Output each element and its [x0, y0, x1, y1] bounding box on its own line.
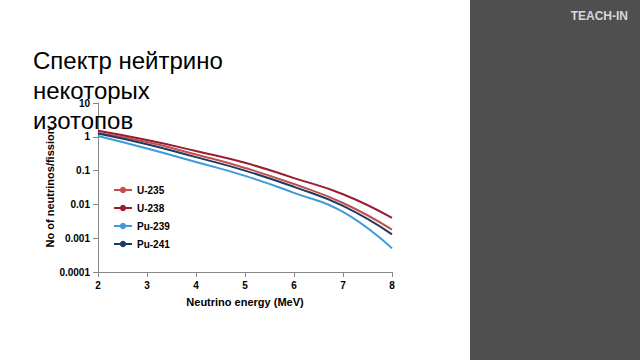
svg-text:Pu-241: Pu-241 — [137, 239, 170, 250]
svg-text:0.1: 0.1 — [76, 165, 90, 176]
svg-text:8: 8 — [389, 280, 395, 291]
svg-text:Pu-239: Pu-239 — [137, 221, 170, 232]
svg-text:No of neutrinos/fission: No of neutrinos/fission — [44, 127, 56, 247]
svg-text:1: 1 — [84, 131, 90, 143]
svg-text:некоторых: некоторых — [33, 77, 157, 104]
svg-text:0.001: 0.001 — [65, 233, 90, 244]
svg-text:0.0001: 0.0001 — [59, 267, 90, 278]
svg-text:6: 6 — [291, 280, 297, 291]
svg-text:7: 7 — [340, 280, 346, 291]
svg-text:Спектр нейтрино: Спектр нейтрино — [33, 47, 229, 74]
svg-text:0.01: 0.01 — [71, 199, 91, 210]
svg-text:2: 2 — [95, 280, 101, 291]
svg-text:Neutrino energy (MeV): Neutrino energy (MeV) — [186, 296, 304, 308]
svg-text:4: 4 — [193, 280, 199, 291]
svg-text:U-238: U-238 — [137, 203, 165, 214]
svg-text:TEACH-IN: TEACH-IN — [571, 9, 628, 23]
svg-text:изотопов: изотопов — [33, 107, 133, 134]
svg-text:3: 3 — [144, 280, 150, 291]
svg-text:5: 5 — [242, 280, 248, 291]
svg-text:U-235: U-235 — [137, 185, 165, 196]
